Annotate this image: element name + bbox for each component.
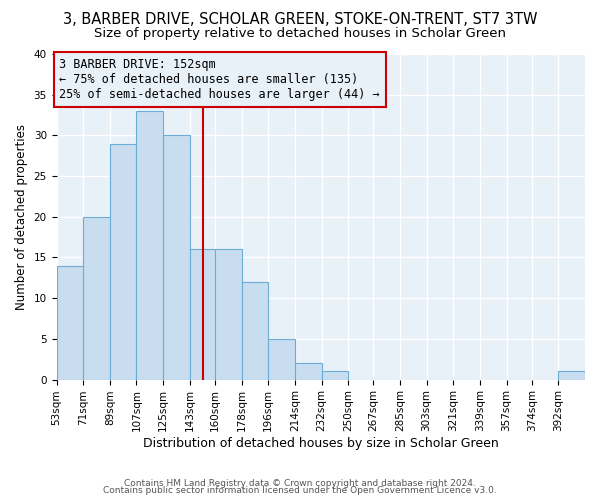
Bar [268, 339, 295, 380]
Text: Contains public sector information licensed under the Open Government Licence v3: Contains public sector information licen… [103, 486, 497, 495]
Text: 3, BARBER DRIVE, SCHOLAR GREEN, STOKE-ON-TRENT, ST7 3TW: 3, BARBER DRIVE, SCHOLAR GREEN, STOKE-ON… [63, 12, 537, 28]
Bar [163, 136, 190, 380]
Bar [190, 250, 215, 380]
Bar [322, 372, 348, 380]
Bar [83, 217, 110, 380]
Text: Size of property relative to detached houses in Scholar Green: Size of property relative to detached ho… [94, 28, 506, 40]
Bar [559, 372, 585, 380]
Bar [242, 282, 268, 380]
Bar [56, 266, 83, 380]
Bar [136, 111, 163, 380]
Bar [295, 364, 322, 380]
Bar [110, 144, 136, 380]
Text: Contains HM Land Registry data © Crown copyright and database right 2024.: Contains HM Land Registry data © Crown c… [124, 478, 476, 488]
Y-axis label: Number of detached properties: Number of detached properties [15, 124, 28, 310]
Bar [215, 250, 242, 380]
Text: 3 BARBER DRIVE: 152sqm
← 75% of detached houses are smaller (135)
25% of semi-de: 3 BARBER DRIVE: 152sqm ← 75% of detached… [59, 58, 380, 101]
X-axis label: Distribution of detached houses by size in Scholar Green: Distribution of detached houses by size … [143, 437, 499, 450]
